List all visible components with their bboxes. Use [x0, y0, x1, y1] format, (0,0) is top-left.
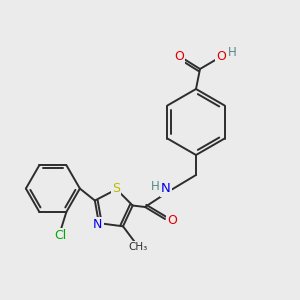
Text: S: S: [112, 182, 121, 195]
Text: O: O: [167, 214, 177, 227]
Text: O: O: [174, 50, 184, 62]
Text: H: H: [228, 46, 236, 59]
Text: N: N: [93, 218, 103, 231]
Text: Cl: Cl: [54, 230, 67, 242]
Text: O: O: [216, 50, 226, 62]
Text: N: N: [161, 182, 171, 196]
Text: H: H: [151, 179, 159, 193]
Text: CH₃: CH₃: [128, 242, 148, 252]
